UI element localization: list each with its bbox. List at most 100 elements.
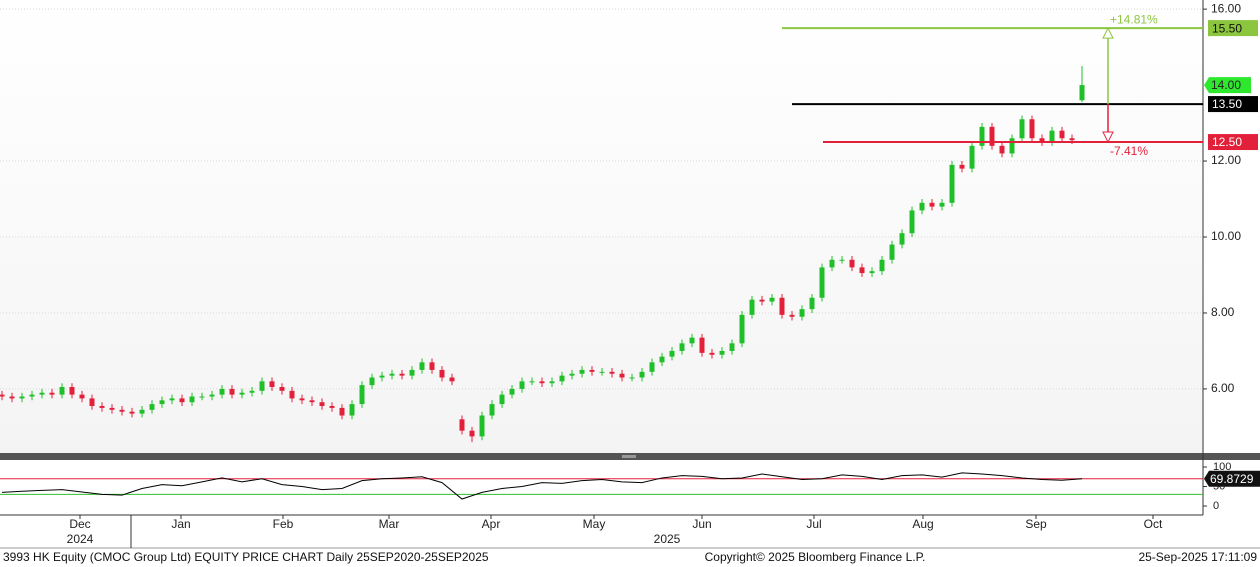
- candle-body: [789, 314, 795, 317]
- candle-body: [159, 400, 165, 405]
- candle-body: [239, 392, 245, 395]
- candle-body: [549, 381, 555, 384]
- candle-body: [69, 387, 75, 395]
- x-tick-label: Apr: [482, 517, 501, 531]
- footer-left: 3993 HK Equity (CMOC Group Ltd) EQUITY P…: [3, 550, 489, 564]
- candle-body: [879, 259, 885, 272]
- level-label: 15.50: [1212, 21, 1242, 35]
- candle-body: [769, 297, 775, 302]
- year-label: 2024: [67, 532, 94, 546]
- candle-body: [149, 404, 155, 410]
- candle-body: [19, 396, 25, 399]
- candle-body: [609, 371, 615, 374]
- candle-body: [379, 375, 385, 378]
- x-tick-label: Oct: [1144, 517, 1163, 531]
- change-label: +14.81%: [1110, 12, 1158, 26]
- candle-body: [569, 373, 575, 376]
- rsi-panel: [0, 460, 1203, 515]
- candle-body: [539, 381, 545, 384]
- level-label-box: [1208, 134, 1258, 151]
- candle-body: [359, 385, 365, 405]
- candle-body: [679, 343, 685, 351]
- candle-body: [399, 373, 405, 376]
- candle-body: [949, 164, 955, 203]
- candle-body: [749, 299, 755, 315]
- candle-body: [809, 297, 815, 310]
- candle-body: [129, 411, 135, 414]
- rsi-last-box: [1204, 470, 1260, 487]
- candle-body: [99, 406, 105, 408]
- candle-body: [699, 337, 705, 353]
- candle-body: [519, 381, 525, 389]
- candle-body: [709, 352, 715, 355]
- candle-body: [469, 430, 475, 437]
- candle-body: [1039, 138, 1045, 143]
- candle-body: [89, 398, 95, 407]
- candle-body: [319, 402, 325, 407]
- candle-body: [1059, 130, 1065, 139]
- last-price-label: 14.00: [1211, 78, 1241, 92]
- candle-body: [79, 394, 85, 399]
- candle-body: [1049, 130, 1055, 143]
- candle-body: [179, 398, 185, 403]
- candle-body: [1069, 138, 1075, 141]
- candle-body: [839, 259, 845, 261]
- y-tick-label: 8.00: [1211, 305, 1235, 319]
- candle-body: [729, 343, 735, 351]
- candle-body: [1079, 85, 1085, 101]
- candle-body: [109, 407, 115, 410]
- candle-body: [689, 337, 695, 344]
- candle-body: [419, 362, 425, 370]
- y-tick-label: 12.00: [1211, 153, 1241, 167]
- candle-body: [739, 314, 745, 344]
- candle-body: [0, 394, 5, 397]
- candle-body: [309, 400, 315, 403]
- candle-body: [49, 392, 55, 395]
- candle-body: [199, 396, 205, 398]
- candle-body: [169, 398, 175, 401]
- candle-body: [799, 309, 805, 317]
- candle-body: [669, 350, 675, 357]
- last-price-box: [1204, 77, 1251, 94]
- candle-body: [449, 377, 455, 382]
- x-tick-label: Jul: [806, 517, 821, 531]
- candle-body: [589, 369, 595, 372]
- candle-body: [439, 369, 445, 378]
- candle-body: [859, 267, 865, 274]
- x-tick-label: Aug: [912, 517, 933, 531]
- candle-body: [719, 350, 725, 355]
- candle-body: [9, 396, 15, 399]
- candle-body: [579, 369, 585, 374]
- candle-body: [339, 407, 345, 416]
- y-tick-label: 6.00: [1211, 381, 1235, 395]
- candle-body: [219, 388, 225, 395]
- candle-body: [189, 396, 195, 403]
- candle-body: [119, 409, 125, 412]
- candle-body: [929, 202, 935, 207]
- candle-body: [229, 388, 235, 395]
- candle-body: [909, 210, 915, 234]
- change-arrow-head: [1102, 131, 1114, 144]
- rsi-last-label: 69.8729: [1210, 472, 1254, 486]
- candle-body: [939, 202, 945, 207]
- candle-body: [299, 398, 305, 401]
- candle-body: [209, 394, 215, 397]
- candle-body: [639, 371, 645, 378]
- candle-body: [999, 145, 1005, 154]
- x-tick-label: Jun: [692, 517, 711, 531]
- price-panel: [0, 0, 1203, 453]
- x-tick-label: Mar: [379, 517, 400, 531]
- candle-body: [869, 271, 875, 274]
- candle-body: [989, 126, 995, 146]
- candle-body: [259, 381, 265, 391]
- change-arrow-head: [1102, 26, 1114, 39]
- candle-body: [349, 404, 355, 416]
- x-tick-label: Sep: [1025, 517, 1047, 531]
- candle-body: [459, 419, 465, 431]
- candle-body: [599, 371, 605, 373]
- candle-body: [479, 415, 485, 437]
- candle-body: [829, 259, 835, 268]
- candle-body: [959, 164, 965, 169]
